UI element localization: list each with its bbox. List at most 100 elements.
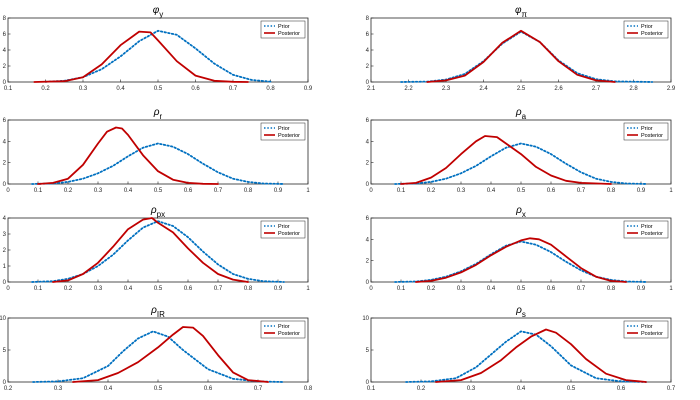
y-tick-label: 6 bbox=[3, 118, 7, 124]
y-tick-label: 4 bbox=[3, 139, 7, 145]
title-subscript: IR bbox=[157, 310, 165, 319]
x-tick-label: 0.5 bbox=[154, 386, 163, 392]
legend-posterior-label: Posterior bbox=[641, 133, 663, 139]
title-subscript: px bbox=[157, 210, 165, 219]
x-tick-label: 0.2 bbox=[41, 86, 50, 92]
legend-prior-label: Prior bbox=[278, 126, 290, 132]
x-tick-label: 0 bbox=[369, 188, 373, 194]
x-tick-label: 0.8 bbox=[266, 86, 275, 92]
x-tick-label: 0.4 bbox=[104, 386, 113, 392]
posterior-line bbox=[33, 30, 249, 83]
x-tick-label: 0.3 bbox=[467, 386, 476, 392]
y-tick-label: 2 bbox=[366, 259, 370, 265]
panel-5: ρpx 0 0.1 0.2 0.3 0.4 0.5 0.6 0.7 0.8 0.9 1 0 1 2 3 4 Pri… bbox=[3, 205, 311, 292]
x-tick-label: 0.1 bbox=[397, 286, 406, 292]
plot-area bbox=[7, 317, 309, 383]
legend-posterior-label: Posterior bbox=[278, 231, 300, 237]
plot-area bbox=[370, 317, 672, 383]
x-tick-label: 0.2 bbox=[64, 188, 73, 194]
x-tick-label: 2.2 bbox=[404, 86, 413, 92]
title-subscript: s bbox=[522, 310, 526, 319]
x-tick-label: 0.7 bbox=[577, 188, 586, 194]
y-tick-label: 4 bbox=[366, 139, 370, 145]
legend-posterior-label: Posterior bbox=[641, 331, 663, 337]
posterior-line bbox=[72, 326, 269, 383]
x-tick-label: 0.9 bbox=[304, 86, 313, 92]
y-tick-label: 2 bbox=[366, 64, 370, 70]
x-tick-label: 0.1 bbox=[34, 188, 43, 194]
x-tick-label: 2.7 bbox=[592, 86, 601, 92]
y-tick-label: 4 bbox=[3, 48, 7, 54]
title-symbol: ρ bbox=[515, 305, 522, 316]
panel-title: ρIR bbox=[150, 305, 165, 319]
title-symbol: ρ bbox=[515, 205, 522, 216]
panel-6: ρx 0 0.1 0.2 0.3 0.4 0.5 0.6 0.7 0.8 0.9 1 0 2 4 6 Prior… bbox=[366, 205, 674, 292]
x-tick-label: 0.8 bbox=[607, 188, 616, 194]
x-tick-label: 0.9 bbox=[274, 286, 283, 292]
x-tick-label: 0.3 bbox=[94, 286, 103, 292]
y-tick-label: 0 bbox=[366, 280, 370, 286]
x-tick-label: 2.3 bbox=[442, 86, 451, 92]
posterior-line bbox=[400, 135, 612, 185]
x-tick-label: 0.5 bbox=[517, 286, 526, 292]
y-tick-label: 8 bbox=[366, 16, 370, 22]
x-tick-label: 0 bbox=[6, 286, 10, 292]
x-tick-label: 0.6 bbox=[184, 188, 193, 194]
y-tick-label: 3 bbox=[3, 232, 7, 238]
x-tick-label: 0.5 bbox=[517, 188, 526, 194]
y-tick-label: 5 bbox=[366, 348, 370, 354]
y-tick-label: 0 bbox=[366, 380, 370, 386]
legend-prior-label: Prior bbox=[278, 24, 290, 30]
legend-prior-label: Prior bbox=[641, 24, 653, 30]
title-subscript: r bbox=[160, 112, 163, 121]
panel-1: φy 0.1 0.2 0.3 0.4 0.5 0.6 0.7 0.8 0.9 0 2 4 6 8 PriorP… bbox=[3, 5, 313, 92]
x-tick-label: 0.6 bbox=[184, 286, 193, 292]
x-tick-label: 1 bbox=[306, 286, 310, 292]
title-symbol: ρ bbox=[150, 205, 157, 216]
y-tick-label: 2 bbox=[3, 64, 7, 70]
posterior-line bbox=[426, 29, 616, 83]
y-tick-label: 4 bbox=[366, 237, 370, 243]
y-tick-label: 4 bbox=[3, 216, 7, 222]
title-symbol: ρ bbox=[515, 107, 522, 118]
x-tick-label: 0.7 bbox=[229, 86, 238, 92]
y-tick-label: 0 bbox=[3, 280, 7, 286]
y-tick-label: 2 bbox=[366, 161, 370, 167]
x-tick-label: 0.6 bbox=[547, 188, 556, 194]
x-tick-label: 2.6 bbox=[554, 86, 563, 92]
legend-posterior-label: Posterior bbox=[278, 133, 300, 139]
x-tick-label: 0.7 bbox=[667, 386, 676, 392]
panel-3: ρr 0 0.1 0.2 0.3 0.4 0.5 0.6 0.7 0.8 0.9 1 0 2 4 6 Prior… bbox=[3, 107, 311, 194]
panel-title: φπ bbox=[515, 5, 528, 19]
x-tick-label: 0.5 bbox=[154, 286, 163, 292]
y-tick-label: 6 bbox=[366, 32, 370, 38]
x-tick-label: 0.9 bbox=[637, 188, 646, 194]
x-tick-label: 0.3 bbox=[94, 188, 103, 194]
x-tick-label: 2.9 bbox=[667, 86, 676, 92]
x-tick-label: 0.7 bbox=[577, 286, 586, 292]
x-tick-label: 0 bbox=[6, 188, 10, 194]
legend-posterior-label: Posterior bbox=[278, 331, 300, 337]
y-tick-label: 4 bbox=[366, 48, 370, 54]
x-tick-label: 1 bbox=[669, 188, 673, 194]
x-tick-label: 0.2 bbox=[427, 286, 436, 292]
x-tick-label: 0.3 bbox=[54, 386, 63, 392]
plot-area bbox=[370, 217, 672, 283]
y-tick-label: 1 bbox=[3, 264, 7, 270]
x-tick-label: 1 bbox=[306, 188, 310, 194]
panel-4: ρa 0 0.1 0.2 0.3 0.4 0.5 0.6 0.7 0.8 0.9 1 0 2 4 6 Prior… bbox=[366, 107, 674, 194]
x-tick-label: 2.4 bbox=[479, 86, 488, 92]
y-tick-label: 10 bbox=[362, 316, 369, 322]
x-tick-label: 0.6 bbox=[191, 86, 200, 92]
prior-line bbox=[405, 330, 647, 383]
plot-area bbox=[7, 119, 309, 185]
plot-area bbox=[370, 17, 672, 83]
y-tick-label: 10 bbox=[0, 316, 7, 322]
legend-prior-label: Prior bbox=[641, 126, 653, 132]
x-tick-label: 0.5 bbox=[154, 188, 163, 194]
x-tick-label: 2.1 bbox=[367, 86, 376, 92]
y-tick-label: 0 bbox=[3, 80, 7, 86]
x-tick-label: 0.3 bbox=[457, 286, 466, 292]
legend-prior-label: Prior bbox=[641, 324, 653, 330]
